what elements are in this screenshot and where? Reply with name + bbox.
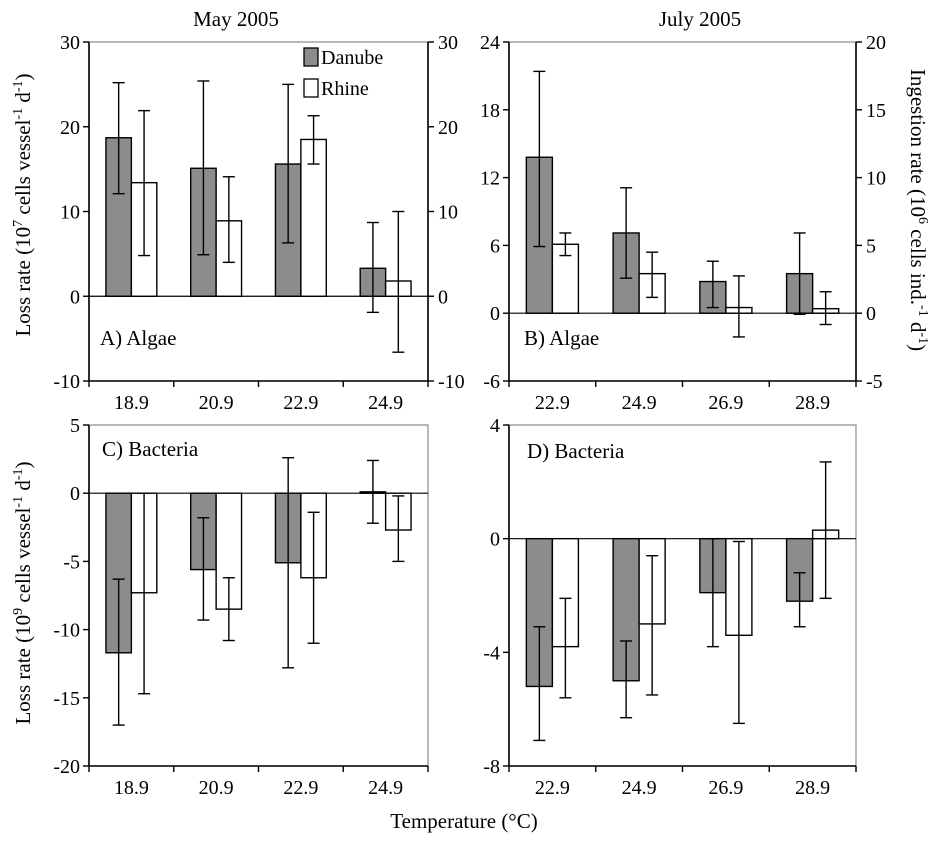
plot-frame-c [88,424,429,767]
x-tick-label-d: 28.9 [795,777,830,799]
x-tick-label-d: 26.9 [708,777,743,799]
y-tick-label-b: 24 [480,32,500,54]
y-tick-label-c: -10 [53,620,80,642]
xlabel: Temperature (°C) [390,809,537,833]
col-title-may: May 2005 [193,7,279,31]
y-tick-label-c: -5 [63,551,80,573]
x-tick-label-a: 20.9 [199,392,234,414]
y-right-tick-label-a: -10 [438,371,465,393]
x-tick-label-a: 22.9 [283,392,318,414]
y-tick-label-d: 0 [490,529,500,551]
panel-label-b: B) Algae [524,326,599,350]
x-tick-label-b: 22.9 [535,392,570,414]
x-tick-label-a: 24.9 [368,392,403,414]
y-tick-label-c: -20 [53,756,80,778]
y-right-tick-label-b: -5 [866,371,883,393]
y-tick-label-a: 30 [60,32,80,54]
y-tick-label-d: -4 [483,642,500,664]
y-tick-label-b: 18 [480,100,500,122]
y-tick-label-b: 12 [480,168,500,190]
y-tick-label-a: 10 [60,202,80,224]
x-tick-label-c: 18.9 [114,777,149,799]
panel-a: -10 0 10 20 30 -10 0 10 20 30 18.9 20.9 22.9 24.9 A) A… [53,32,464,414]
y-tick-label-b: -6 [483,371,500,393]
panels: -10 0 10 20 30 -10 0 10 20 30 18.9 20.9 22.9 24.9 A) A… [53,32,886,799]
y-right-tick-label-b: 10 [866,168,886,190]
legend-label-danube: Danube [321,47,383,69]
panel-label-a: A) Algae [100,326,176,350]
y-tick-label-c: -15 [53,688,80,710]
y-tick-label-d: 4 [490,415,500,437]
y-right-tick-label-a: 20 [438,117,458,139]
x-tick-label-b: 28.9 [795,392,830,414]
panel-label-c: C) Bacteria [102,437,199,461]
y-right-tick-label-a: 10 [438,202,458,224]
y-tick-label-d: -8 [483,756,500,778]
x-tick-label-a: 18.9 [114,392,149,414]
y-tick-label-a: 0 [70,286,80,308]
x-tick-label-c: 20.9 [199,777,234,799]
y-right-tick-label-b: 20 [866,32,886,54]
x-tick-label-b: 24.9 [622,392,657,414]
y-right-tick-label-a: 0 [438,286,448,308]
panel-c: -20 -15 -10 -5 0 5 18.9 20.9 22.9 24.9 C) Bacteria [53,415,429,799]
y-tick-label-a: -10 [53,371,80,393]
x-tick-label-d: 24.9 [622,777,657,799]
ylabel-top-left: Loss rate (107 cells vessel-1 d-1) [11,73,35,336]
bar-c-rhine-1 [215,492,243,610]
y-tick-label-c: 0 [70,483,80,505]
panel-b: -6 0 6 12 18 24 -5 0 5 10 15 20 22.9 24.9 26.9 28.9 B) A… [480,32,886,414]
y-tick-label-a: 20 [60,117,80,139]
legend-label-rhine: Rhine [321,78,369,100]
legend-swatch-danube [303,47,319,67]
ylabel-right: Ingestion rate (106 cells ind.-1 d-1) [906,69,928,351]
y-tick-label-b: 0 [490,303,500,325]
x-tick-label-b: 26.9 [708,392,743,414]
panel-d: -8 -4 0 4 22.9 24.9 26.9 28.9 D) Bacteria [483,415,857,799]
panel-label-d: D) Bacteria [527,439,625,463]
x-tick-label-c: 24.9 [368,777,403,799]
x-tick-label-d: 22.9 [535,777,570,799]
ylabel-bottom-left: Loss rate (109 cells vessel-1 d-1) [11,461,35,724]
y-right-tick-label-b: 5 [866,235,876,257]
legend-swatch-rhine [303,78,319,98]
x-tick-label-c: 22.9 [283,777,318,799]
y-tick-label-c: 5 [70,415,80,437]
y-tick-label-b: 6 [490,235,500,257]
y-right-tick-label-b: 15 [866,100,886,122]
col-title-july: July 2005 [659,7,741,31]
y-right-tick-label-b: 0 [866,303,876,325]
y-right-tick-label-a: 30 [438,32,458,54]
legend: Danube Rhine [303,47,383,100]
